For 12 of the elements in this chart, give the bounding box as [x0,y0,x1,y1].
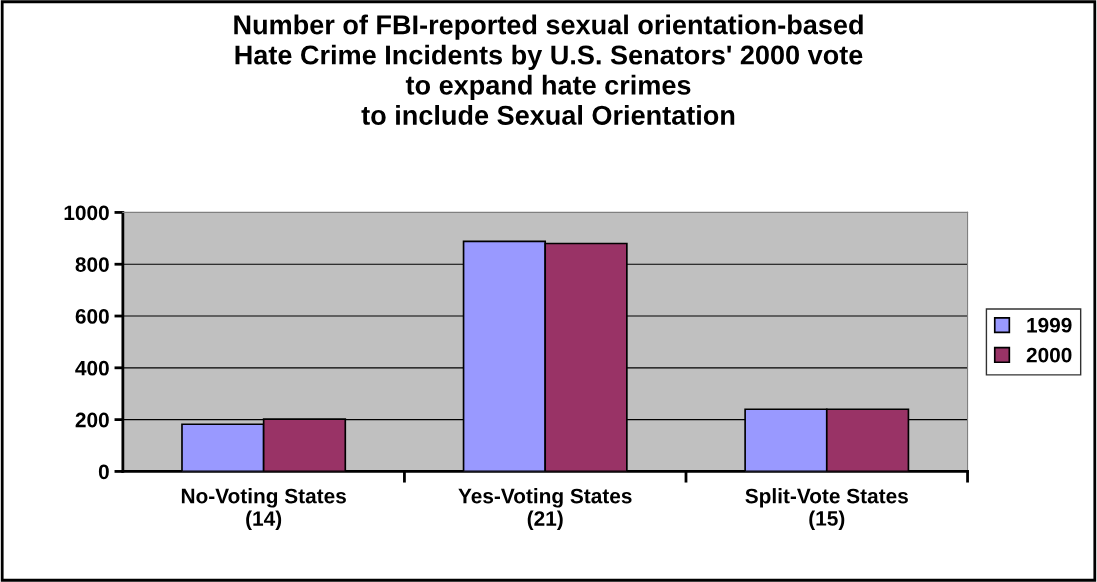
legend-label: 2000 [1026,347,1072,363]
y-tick-label: 400 [75,360,109,376]
x-tick-label: Yes-Voting States (21) [458,488,632,531]
y-tick-label: 1000 [64,205,109,221]
x-tick-label: Split-Vote States (15) [745,488,908,530]
x-tick-label: No-Voting States (14) [181,488,346,531]
y-tick-label: 0 [98,464,109,480]
y-tick-label: 800 [75,257,109,272]
y-tick-label: 600 [75,309,109,324]
legend-label: 1999 [1027,317,1072,333]
y-tick-label: 200 [75,412,109,428]
chart-title: Number of FBI-reported sexual orientation-based Hate Crime Incidents by U.S. Senators' 2000 vote to expand hate crimes to include Sexual Orientation [234,14,863,125]
